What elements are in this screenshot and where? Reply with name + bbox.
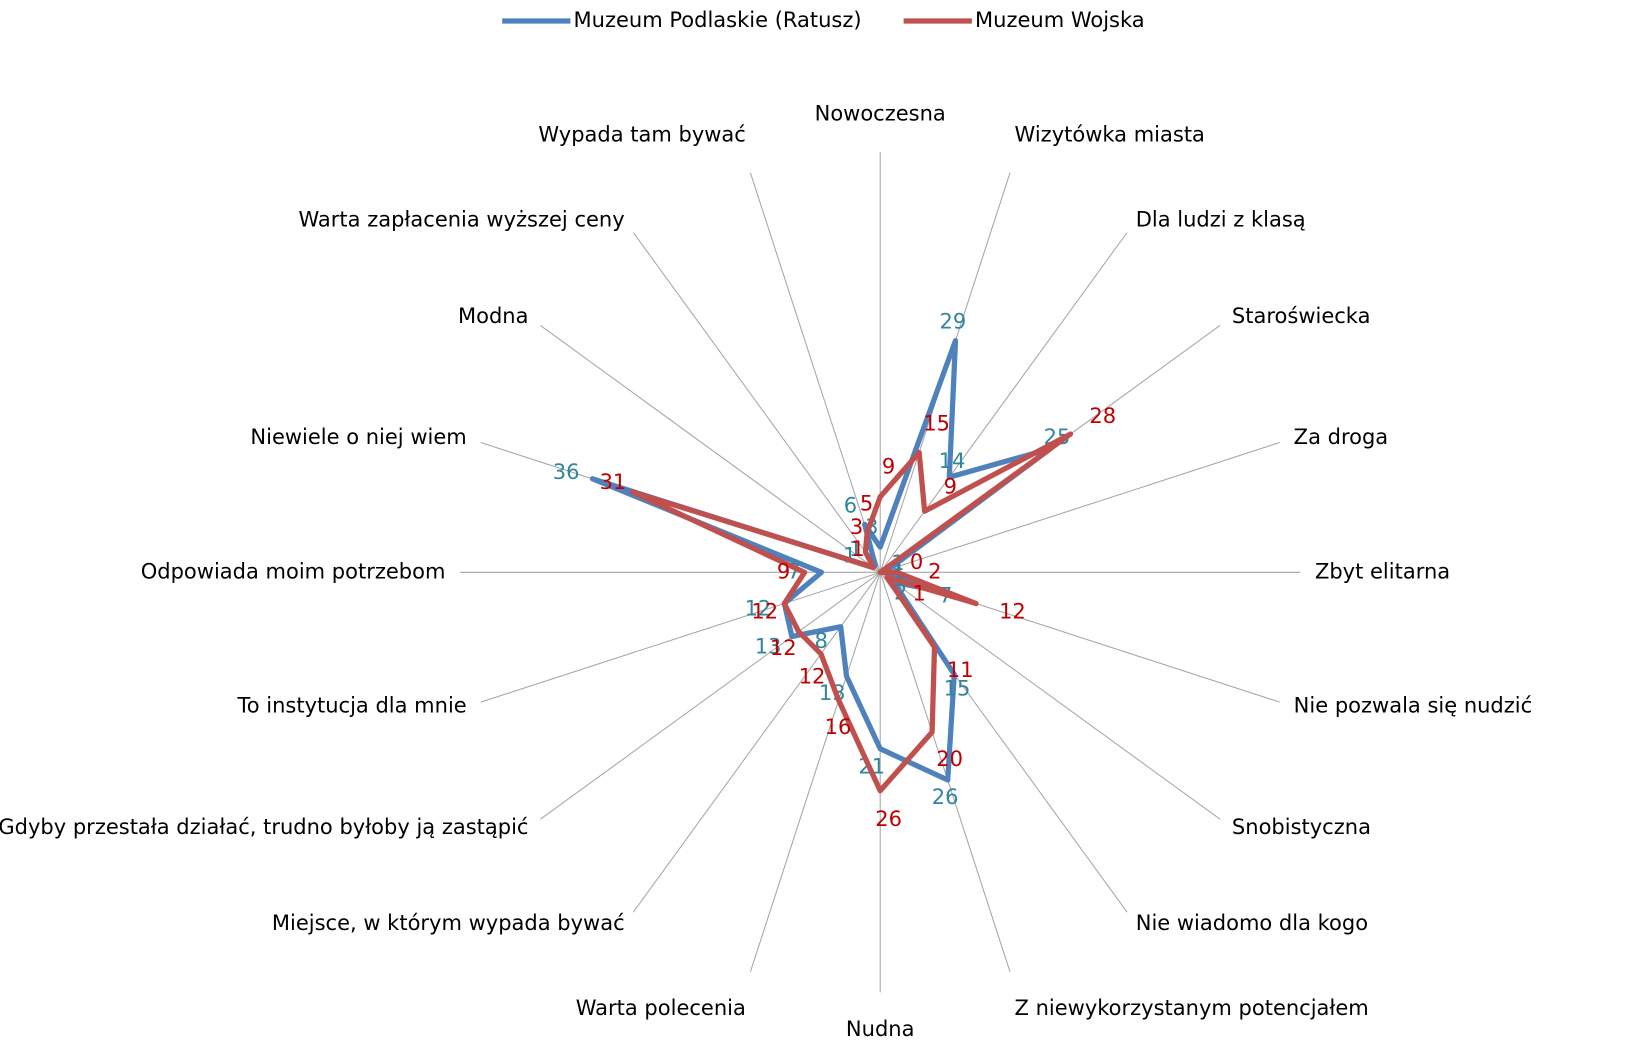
category-label: Staroświecka (1232, 304, 1371, 328)
series-line (629, 431, 1074, 794)
category-label: Niewiele o niej wiem (250, 425, 466, 449)
data-label: 20 (936, 747, 963, 771)
axis-line (880, 442, 1280, 573)
data-label: 8 (815, 629, 828, 653)
data-label: 28 (1089, 404, 1116, 428)
category-label: Z niewykorzystanym potencjałem (1015, 996, 1369, 1020)
axis-line (540, 325, 881, 573)
category-label: Nowoczesna (815, 101, 946, 125)
data-label: 16 (825, 715, 852, 739)
data-label: 2 (928, 559, 941, 583)
category-label: Nudna (846, 1017, 915, 1041)
axis-line (749, 172, 881, 573)
data-label: 14 (939, 449, 966, 473)
category-label: Zbyt elitarna (1315, 559, 1450, 583)
legend-label: Muzeum Podlaskie (Ratusz) (574, 8, 862, 32)
category-label: Wizytówka miasta (1015, 123, 1205, 147)
data-label: 36 (553, 460, 580, 484)
axis-line (879, 571, 1221, 820)
category-label: Dla ludzi z klasą (1136, 208, 1306, 232)
data-label: 15 (923, 412, 950, 436)
data-label: 12 (799, 665, 826, 689)
axis-line (540, 571, 881, 820)
data-label: 26 (875, 807, 902, 831)
axis-line (749, 572, 881, 972)
category-label: Warta zapłacenia wyższej ceny (299, 208, 625, 232)
category-label: Miejsce, w którym wypada bywać (272, 911, 625, 935)
data-label: 12 (751, 600, 778, 624)
category-label: Modna (458, 304, 528, 328)
data-label: 1 (913, 582, 926, 606)
series-line (589, 338, 1053, 783)
legend-label: Muzeum Wojska (975, 8, 1145, 32)
category-label: Za droga (1294, 425, 1388, 449)
data-label: 15 (944, 677, 971, 701)
data-label: 9 (777, 559, 790, 583)
data-label: 13 (755, 635, 782, 659)
category-label: Wypada tam bywać (538, 123, 745, 147)
data-label: 26 (932, 785, 959, 809)
data-label: 3 (850, 515, 863, 539)
data-label: 29 (940, 310, 967, 334)
category-label: Warta polecenia (576, 996, 746, 1020)
axis-line (879, 572, 1011, 972)
data-label: 12 (745, 596, 772, 620)
axis-line (480, 571, 881, 703)
data-label: 9 (944, 474, 957, 498)
category-label: Nie wiadomo dla kogo (1136, 911, 1368, 935)
data-label: 9 (882, 454, 895, 478)
category-label: Nie pozwala się nudzić (1294, 694, 1533, 718)
category-label: To instytucja dla mnie (236, 694, 466, 718)
data-label: 31 (600, 470, 627, 494)
data-label: 6 (844, 493, 857, 517)
data-label: 11 (947, 658, 974, 682)
data-label: 12 (999, 600, 1026, 624)
axis-line (879, 232, 1128, 573)
data-label: 1 (849, 537, 862, 561)
data-label: 5 (860, 491, 873, 515)
data-label: 1 (851, 537, 864, 561)
category-label: Gdyby przestała działać, trudno byłoby j… (0, 815, 528, 839)
data-label: 12 (770, 636, 797, 660)
axis-line (632, 232, 881, 573)
category-label: Snobistyczna (1232, 815, 1371, 839)
category-label: Odpowiada moim potrzebom (141, 559, 446, 583)
data-label: 0 (910, 550, 923, 574)
